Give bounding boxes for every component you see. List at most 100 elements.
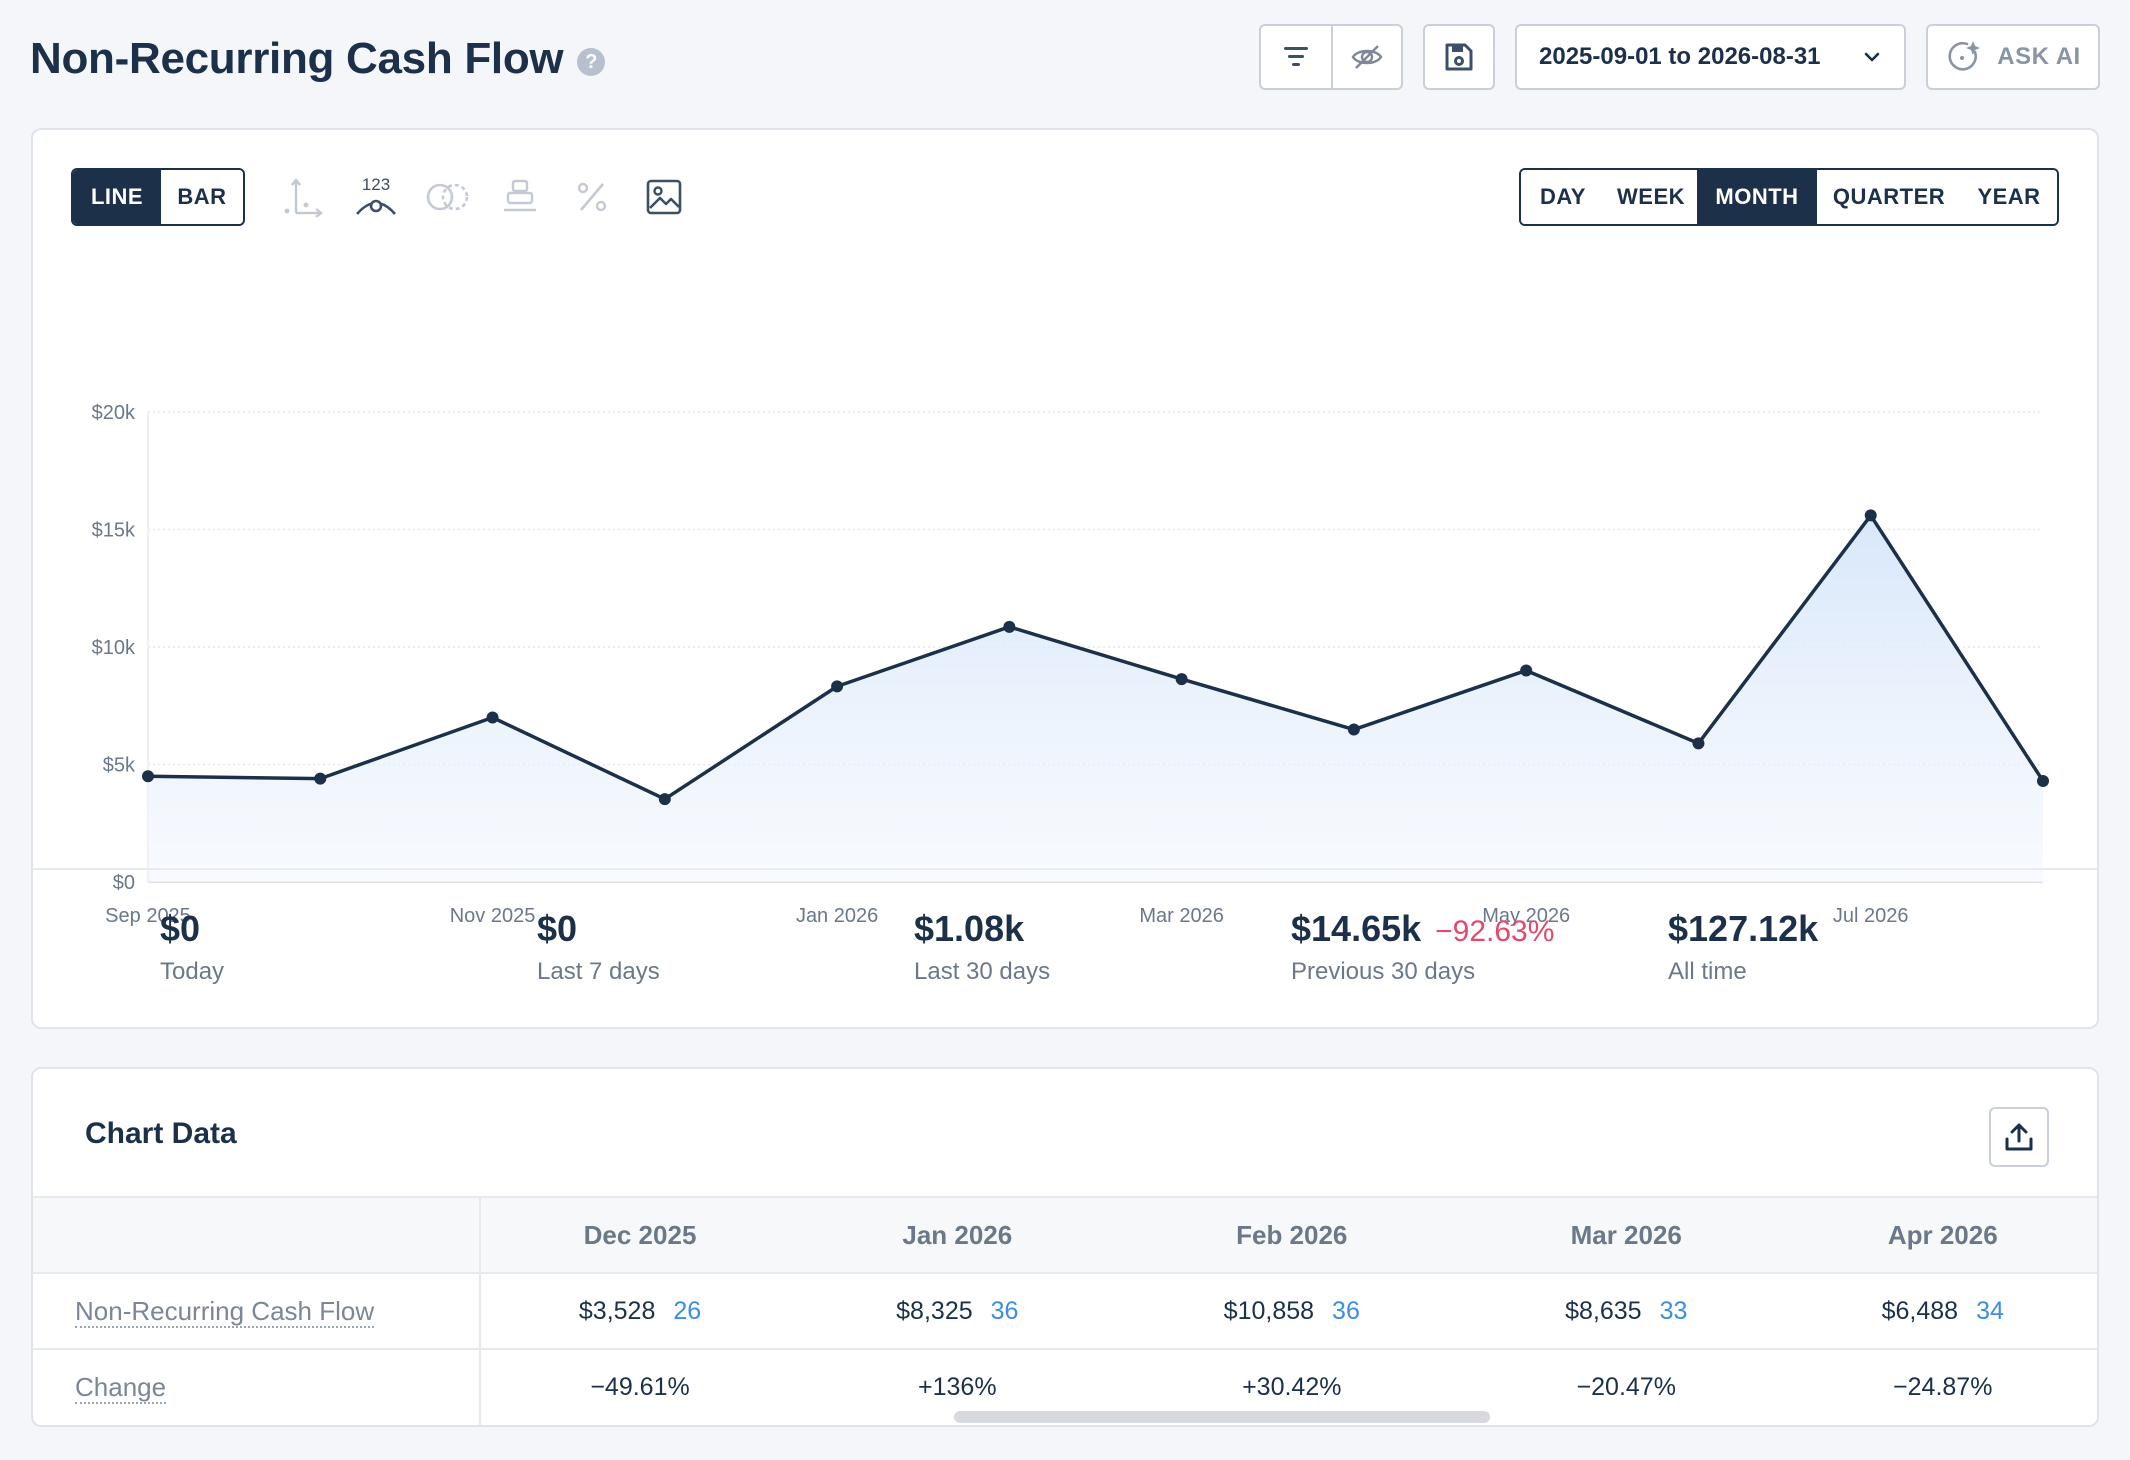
cell-value: $8,325 bbox=[896, 1296, 973, 1325]
stat-label: Last 30 days bbox=[914, 958, 1051, 985]
save-button[interactable] bbox=[1423, 24, 1495, 90]
y-tick-label: $5k bbox=[103, 755, 136, 777]
table-cell: $8,325 36 bbox=[799, 1272, 1116, 1349]
percent-icon bbox=[577, 182, 607, 212]
column-header[interactable]: Jan 2026 bbox=[799, 1196, 1116, 1273]
y-tick-label: $15k bbox=[92, 520, 136, 542]
x-tick-label: Mar 2026 bbox=[1139, 905, 1224, 927]
image-icon bbox=[646, 179, 682, 215]
data-point bbox=[314, 772, 327, 785]
stat-value-text: $0 bbox=[160, 908, 201, 949]
data-point bbox=[1864, 509, 1877, 522]
period-year[interactable]: YEAR bbox=[1961, 170, 2057, 224]
data-point bbox=[142, 770, 154, 783]
stat-change: −92.63% bbox=[1435, 915, 1555, 948]
cell-count[interactable]: 33 bbox=[1659, 1296, 1688, 1325]
data-point bbox=[831, 680, 844, 693]
data-labels-tool[interactable]: 123 bbox=[353, 174, 399, 220]
table-corner bbox=[33, 1196, 481, 1273]
data-point bbox=[1692, 737, 1705, 750]
stat-label: Today bbox=[160, 958, 225, 985]
period-week[interactable]: WEEK bbox=[1605, 170, 1697, 224]
date-range-select[interactable]: 2025-09-01 to 2026-08-31 bbox=[1515, 24, 1906, 90]
stat-today: $0 Today bbox=[160, 908, 224, 986]
stat-last-30-days: $1.08k Last 30 days bbox=[914, 908, 1050, 986]
cell-count[interactable]: 36 bbox=[990, 1296, 1019, 1325]
filter-button[interactable] bbox=[1261, 26, 1331, 88]
table-cell: −20.47% bbox=[1468, 1348, 1785, 1425]
data-point bbox=[658, 793, 671, 806]
y-tick-label: $0 bbox=[113, 872, 135, 894]
data-point bbox=[1520, 664, 1533, 677]
table-row: Change −49.61% +136% +30.42% −20.47% −24… bbox=[33, 1348, 2097, 1425]
cell-count[interactable]: 36 bbox=[1332, 1296, 1360, 1325]
y-tick-label: $20k bbox=[92, 402, 136, 424]
table-cell: $10,858 36 bbox=[1115, 1272, 1468, 1349]
stat-label: All time bbox=[1668, 958, 1747, 985]
row-label[interactable]: Non-Recurring Cash Flow bbox=[75, 1295, 375, 1328]
data-point bbox=[2037, 774, 2049, 787]
stat-previous-30-days: $14.65k −92.63% Previous 30 days bbox=[1291, 908, 1554, 986]
cell-value: $3,528 bbox=[578, 1296, 656, 1325]
series-line bbox=[147, 513, 2045, 801]
row-label-cell: Change bbox=[33, 1348, 481, 1425]
period-toggle: DAY WEEK MONTH QUARTER YEAR bbox=[1519, 168, 2059, 226]
compare-icon bbox=[426, 183, 469, 211]
export-button[interactable] bbox=[1989, 1107, 2049, 1167]
table-cell: −24.87% bbox=[1784, 1348, 2097, 1425]
hide-button[interactable] bbox=[1331, 26, 1401, 88]
help-icon[interactable]: ? bbox=[577, 48, 606, 76]
period-day[interactable]: DAY bbox=[1521, 170, 1605, 224]
stat-value-text: $0 bbox=[537, 908, 578, 949]
stat-value: $0 bbox=[537, 908, 660, 950]
data-labels-icon bbox=[356, 199, 396, 215]
column-header[interactable]: Mar 2026 bbox=[1468, 1196, 1785, 1273]
cell-count[interactable]: 34 bbox=[1976, 1296, 2004, 1325]
horizontal-scrollbar[interactable] bbox=[954, 1411, 1490, 1423]
data-point bbox=[1003, 620, 1016, 633]
cell-value: $8,635 bbox=[1565, 1296, 1642, 1325]
ask-ai-button[interactable]: ASK AI bbox=[1926, 24, 2100, 90]
y-tick-label: $10k bbox=[92, 637, 136, 659]
column-header[interactable]: Feb 2026 bbox=[1115, 1196, 1468, 1273]
line-chart: $0 $5k $10k $15k $20k Sep 2025 Nov 2025 Jan 202… bbox=[92, 402, 2049, 927]
chart-type-line[interactable]: LINE bbox=[73, 170, 161, 224]
data-point bbox=[486, 711, 499, 724]
column-header[interactable]: Apr 2026 bbox=[1784, 1196, 2097, 1273]
percent-tool[interactable] bbox=[569, 174, 615, 220]
ask-ai-label: ASK AI bbox=[1997, 43, 2081, 70]
row-label[interactable]: Change bbox=[75, 1372, 167, 1404]
chart-card: LINE BAR 123 bbox=[31, 128, 2099, 1029]
stats-divider bbox=[33, 868, 2097, 870]
header-actions: 2025-09-01 to 2026-08-31 ASK AI bbox=[1259, 24, 2100, 90]
stat-value: $0 bbox=[160, 908, 224, 950]
stat-value-text: $14.65k bbox=[1291, 908, 1422, 949]
stat-label: Last 7 days bbox=[537, 958, 660, 985]
chevron-down-icon bbox=[1864, 52, 1880, 62]
series-area bbox=[148, 515, 2043, 882]
ai-sparkle-icon bbox=[1948, 41, 1981, 71]
table-row: Non-Recurring Cash Flow $3,528 26 $8,325 3… bbox=[33, 1272, 2097, 1349]
chart-toolbar: LINE BAR 123 bbox=[71, 168, 687, 226]
period-quarter[interactable]: QUARTER bbox=[1817, 170, 1961, 224]
cell-value: $6,488 bbox=[1881, 1296, 1959, 1325]
data-point bbox=[1347, 723, 1360, 736]
compare-tool[interactable] bbox=[425, 174, 471, 220]
page-header: Non-Recurring Cash Flow ? bbox=[30, 24, 2100, 94]
chart-type-toggle: LINE BAR bbox=[71, 168, 245, 226]
upload-icon bbox=[2005, 1123, 2033, 1151]
period-month[interactable]: MONTH bbox=[1697, 170, 1817, 224]
column-header[interactable]: Dec 2025 bbox=[480, 1196, 800, 1273]
stack-icon bbox=[504, 179, 536, 212]
image-export-tool[interactable] bbox=[641, 174, 687, 220]
chart-type-bar[interactable]: BAR bbox=[161, 170, 243, 224]
cell-value: $10,858 bbox=[1223, 1296, 1315, 1325]
stat-value: $1.08k bbox=[914, 908, 1050, 950]
stack-tool[interactable] bbox=[497, 174, 543, 220]
filter-icon bbox=[1284, 47, 1308, 66]
cell-count[interactable]: 26 bbox=[673, 1296, 702, 1325]
date-range-value: 2025-09-01 to 2026-08-31 bbox=[1539, 43, 1821, 70]
table-cell: −49.61% bbox=[480, 1348, 800, 1425]
axis-tool[interactable] bbox=[281, 174, 327, 220]
data-labels-text: 123 bbox=[361, 175, 391, 194]
